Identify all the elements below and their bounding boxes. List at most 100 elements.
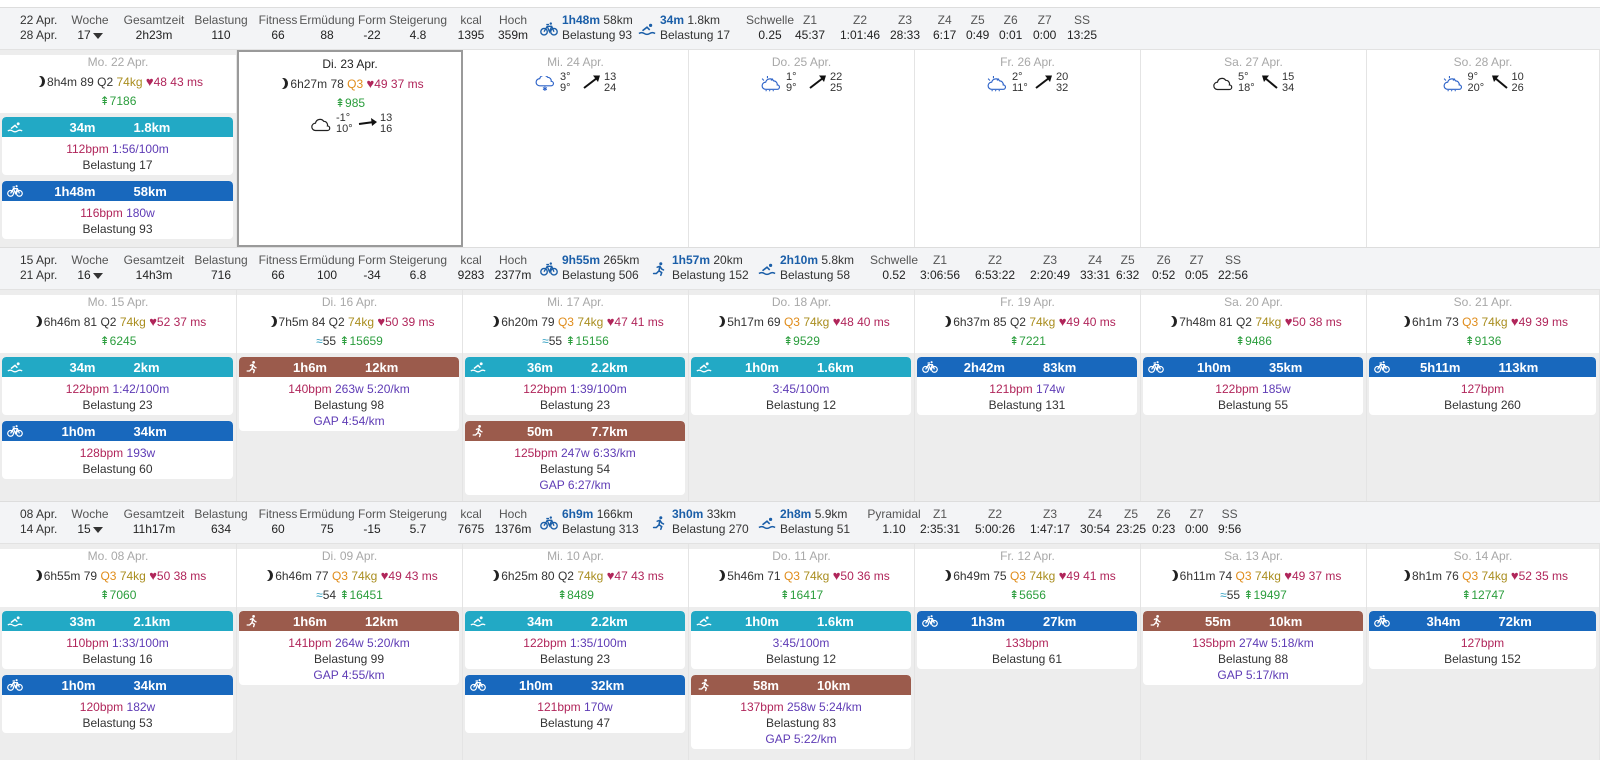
steps-line: ⇞7221	[915, 334, 1140, 349]
zone-time: 33:31	[1080, 268, 1111, 282]
form: Form -22	[356, 13, 388, 43]
run-icon	[1148, 614, 1164, 628]
day-cell[interactable]: Do. 18 Apr. 5h17m 69 Q3 74kg ♥48 40 ms ⇞95…	[689, 290, 915, 501]
day-cell[interactable]: Sa. 13 Apr. 6h11m 74 Q3 74kg ♥49 37 ms ≈55…	[1141, 544, 1367, 760]
moon-icon	[713, 570, 722, 581]
steps-icon: ⇞	[779, 588, 790, 602]
heart-icon: ♥	[832, 568, 841, 583]
activity-load: Belastung 53	[82, 716, 153, 730]
activity-duration: 3h4m	[1426, 614, 1461, 629]
week-dropdown[interactable]: 15	[70, 522, 110, 537]
wellness-line: 6h46m 77 Q3 74kg ♥49 43 ms	[237, 568, 462, 584]
sport-load: Belastung 270	[672, 522, 749, 536]
run-activity-card[interactable]: 1h6m 12km 141bpm 264w 5:20/km Belastung 99 G…	[239, 611, 459, 685]
swim-activity-card[interactable]: 36m 2.2km 122bpm 1:39/100m Belastung 23	[465, 357, 685, 415]
week-selector[interactable]: Woche 17	[70, 13, 110, 43]
wind-gust: 25	[830, 82, 843, 94]
zone-time: 1:01:46	[840, 28, 881, 42]
run-activity-card[interactable]: 55m 10km 135bpm 274w 5:18/km Belastung 88 GA…	[1143, 611, 1363, 685]
week-dropdown[interactable]: 16	[70, 268, 110, 283]
total-time-label: Gesamtzeit	[123, 253, 185, 267]
sun-cloud-icon	[1442, 76, 1464, 92]
wind-direction-icon	[582, 74, 602, 90]
bike-activity-card[interactable]: 1h48m 58km 116bpm 180w Belastung 93	[2, 181, 233, 239]
zone-time: 2:20:49	[1030, 268, 1071, 282]
sport-load: Belastung 152	[672, 268, 749, 282]
day-cell[interactable]: So. 21 Apr. 6h1m 73 Q3 74kg ♥49 39 ms ⇞913…	[1367, 290, 1600, 501]
wellness-line: 6h20m 79 Q3 74kg ♥47 41 ms	[463, 314, 688, 330]
day-cell[interactable]: Di. 23 Apr. 6h27m 78 Q3 ♥49 37 ms ⇞985 -1° 1…	[237, 50, 463, 247]
day-cell[interactable]: Mi. 17 Apr. 6h20m 79 Q3 74kg ♥47 41 ms ≈55…	[463, 290, 689, 501]
sport-distance: 33km	[706, 507, 737, 521]
swim-activity-card[interactable]: 34m 2km 122bpm 1:42/100m Belastung 23	[2, 357, 233, 415]
day-cell[interactable]: Mi. 24 Apr. ✱ 3° 9° 13 24	[463, 50, 689, 247]
steps-icon: ⇞	[99, 334, 110, 348]
bike-activity-card[interactable]: 5h11m 113km 127bpm Belastung 260	[1369, 357, 1596, 415]
day-date: Sa. 13 Apr.	[1224, 549, 1283, 563]
bike-activity-card[interactable]: 3h4m 72km 127bpm Belastung 152	[1369, 611, 1596, 669]
swim-activity-card[interactable]: 34m 2.2km 122bpm 1:35/100m Belastung 23	[465, 611, 685, 669]
run-activity-card[interactable]: 58m 10km 137bpm 258w 5:24/km Belastung 83 GA…	[691, 675, 911, 749]
day-cell[interactable]: Fr. 19 Apr. 6h37m 85 Q2 74kg ♥49 40 ms ⇞72…	[915, 290, 1141, 501]
bike-activity-card[interactable]: 1h0m 32km 121bpm 170w Belastung 47	[465, 675, 685, 733]
activity-duration: 55m	[1204, 614, 1231, 629]
sport-load: Belastung 51	[780, 522, 851, 536]
wind-speed: 13	[380, 112, 393, 124]
bike-activity-card[interactable]: 1h0m 34km 120bpm 182w Belastung 53	[2, 675, 233, 733]
day-cell[interactable]: So. 28 Apr. 9° 20° 10 26	[1367, 50, 1600, 247]
day-cell[interactable]: Sa. 27 Apr. 5° 18° 15 34	[1141, 50, 1367, 247]
fitness-label: Fitness	[258, 13, 298, 27]
swim-activity-card[interactable]: 33m 2.1km 110bpm 1:33/100m Belastung 16	[2, 611, 233, 669]
activity-heart-rate: 112bpm	[66, 142, 109, 156]
bike-activity-card[interactable]: 1h3m 27km 133bpm Belastung 61	[917, 611, 1137, 669]
zone-ss: SS 22:56	[1218, 253, 1248, 283]
day-cell[interactable]: Do. 11 Apr. 5h46m 71 Q3 74kg ♥50 36 ms ⇞16…	[689, 544, 915, 760]
heart-icon: ♥	[606, 568, 615, 583]
heart-icon: ♥	[1058, 314, 1067, 329]
week-summary-header: 15 Apr. 21 Apr. Woche 16 Gesamtzeit 14h3m Bela…	[0, 247, 1600, 290]
day-cell[interactable]: Di. 09 Apr. 6h46m 77 Q3 74kg ♥49 43 ms ≈54…	[237, 544, 463, 760]
day-cell[interactable]: Mo. 22 Apr. 8h4m 89 Q2 74kg ♥48 43 ms ⇞718…	[0, 50, 237, 247]
sleep-quality: Q2	[100, 315, 117, 329]
week-days-row: Mo. 22 Apr. 8h4m 89 Q2 74kg ♥48 43 ms ⇞718…	[0, 50, 1600, 247]
swim-activity-card[interactable]: 34m 1.8km 112bpm 1:56/100m Belastung 17	[2, 117, 233, 175]
day-cell[interactable]: Mo. 15 Apr. 6h46m 81 Q2 74kg ♥52 37 ms ⇞62…	[0, 290, 237, 501]
activity-distance: 27km	[1043, 614, 1077, 629]
bike-activity-card[interactable]: 1h0m 34km 128bpm 193w Belastung 60	[2, 421, 233, 479]
elevation: Hoch 2377m	[493, 253, 533, 283]
activity-load: Belastung 12	[765, 652, 837, 666]
zone-label: Z2	[988, 507, 1003, 521]
ramp-rate: Steigerung 5.7	[388, 507, 448, 537]
sleep-score: 79	[83, 569, 98, 583]
day-date: Mi. 17 Apr.	[547, 295, 604, 309]
run-activity-card[interactable]: 50m 7.7km 125bpm 247w 6:33/km Belastung 54 G…	[465, 421, 685, 495]
day-cell[interactable]: Sa. 20 Apr. 7h48m 81 Q2 74kg ♥50 38 ms ⇞94…	[1141, 290, 1367, 501]
swim-activity-card[interactable]: 1h0m 1.6km 3:45/100m Belastung 12	[691, 357, 911, 415]
week-dropdown[interactable]: 17	[70, 28, 110, 43]
resting-hr: 49	[1066, 315, 1080, 329]
week-selector[interactable]: Woche 16	[70, 253, 110, 283]
day-cell[interactable]: Di. 16 Apr. 7h5m 84 Q2 74kg ♥50 39 ms ≈55 …	[237, 290, 463, 501]
heart-icon: ♥	[145, 74, 154, 89]
steps-line: ≈55 ⇞19497	[1141, 588, 1366, 603]
run-activity-card[interactable]: 1h6m 12km 140bpm 263w 5:20/km Belastung 98 G…	[239, 357, 459, 431]
day-cell[interactable]: Do. 25 Apr. 1° 9° 22 25	[689, 50, 915, 247]
day-cell[interactable]: Mi. 10 Apr. 6h25m 80 Q2 74kg ♥47 43 ms ⇞84…	[463, 544, 689, 760]
day-date: Mo. 08 Apr.	[87, 549, 149, 563]
sport-summary: 2h8m 5.9km Belastung 51	[758, 507, 850, 537]
day-cell[interactable]: Fr. 26 Apr. 2° 11° 20 32	[915, 50, 1141, 247]
bike-activity-card[interactable]: 1h0m 35km 122bpm 185w Belastung 55	[1143, 357, 1363, 415]
bike-activity-card[interactable]: 2h42m 83km 121bpm 174w Belastung 131	[917, 357, 1137, 415]
wellness-line: 5h46m 71 Q3 74kg ♥50 36 ms	[689, 568, 914, 584]
activity-load: Belastung 12	[765, 398, 837, 412]
step-count: 5656	[1019, 588, 1046, 602]
day-cell[interactable]: So. 14 Apr. 8h1m 76 Q3 74kg ♥52 35 ms ⇞127…	[1367, 544, 1600, 760]
day-cell[interactable]: Mo. 08 Apr. 6h55m 79 Q3 74kg ♥50 38 ms ⇞70…	[0, 544, 237, 760]
zone-time: 0:49	[966, 28, 990, 42]
swim-activity-card[interactable]: 1h0m 1.6km 3:45/100m Belastung 12	[691, 611, 911, 669]
temp-min: 3°	[560, 71, 571, 83]
day-cell[interactable]: Fr. 12 Apr. 6h49m 75 Q3 74kg ♥49 41 ms ⇞56…	[915, 544, 1141, 760]
steps-line: ⇞9529	[689, 334, 914, 349]
week-selector[interactable]: Woche 15	[70, 507, 110, 537]
pool-value: 55	[322, 334, 337, 348]
